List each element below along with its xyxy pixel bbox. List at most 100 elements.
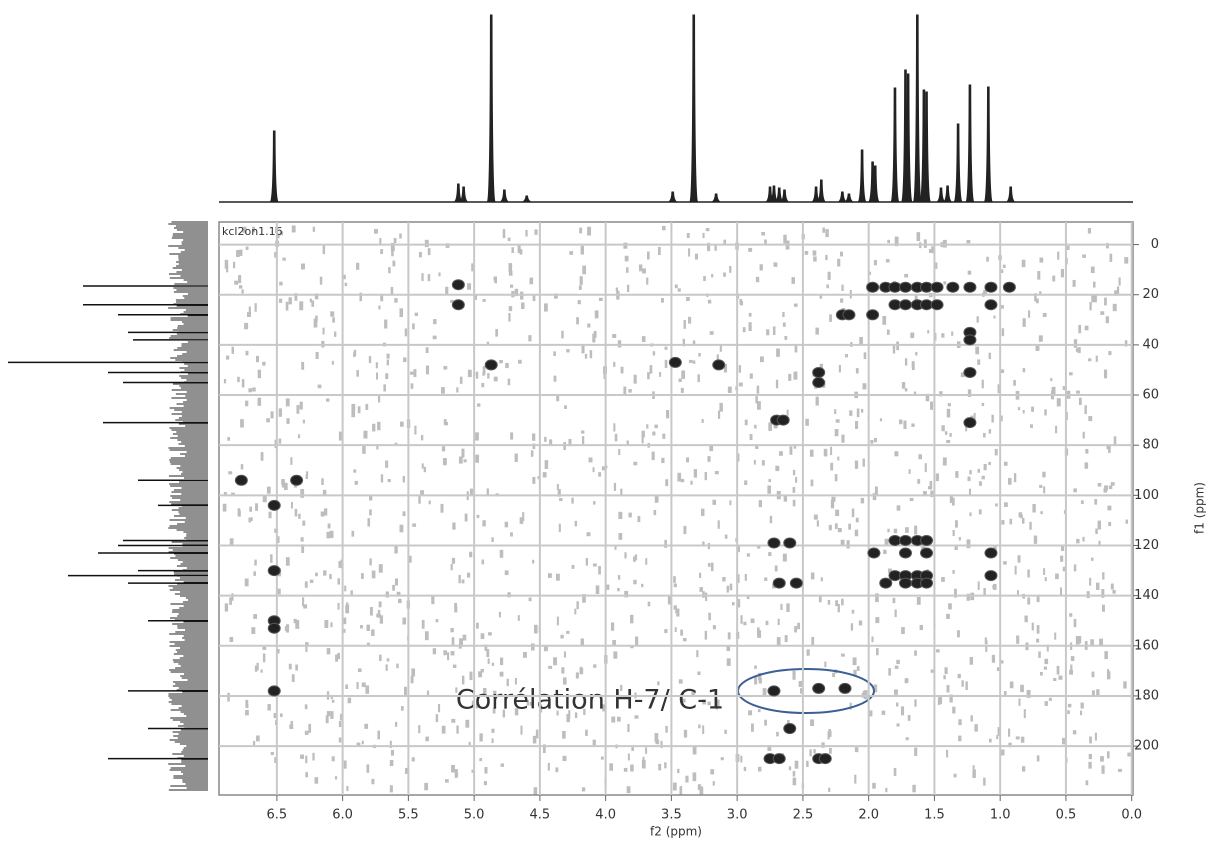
noise-speck <box>1015 736 1020 740</box>
noise-speck <box>863 352 867 360</box>
noise-speck <box>664 346 668 350</box>
noise-speck <box>852 657 857 666</box>
noise-speck <box>1095 528 1098 535</box>
noise-speck <box>872 782 876 789</box>
noise-speck <box>894 238 899 247</box>
noise-speck <box>1013 473 1017 483</box>
noise-speck <box>508 313 511 322</box>
noise-speck <box>514 708 519 716</box>
noise-speck <box>757 545 761 549</box>
noise-speck <box>588 457 593 463</box>
noise-speck <box>710 562 714 572</box>
noise-speck <box>420 490 424 496</box>
noise-speck <box>1036 625 1040 634</box>
noise-speck <box>834 474 838 482</box>
noise-speck <box>1003 691 1007 697</box>
noise-speck <box>334 776 338 780</box>
y-tick-label: 80 <box>1142 438 1159 453</box>
noise-speck <box>556 395 560 402</box>
noise-speck <box>493 376 498 382</box>
noise-speck <box>673 576 676 583</box>
noise-speck <box>1096 689 1100 696</box>
cross-peak <box>451 299 465 311</box>
noise-speck <box>1035 298 1039 304</box>
noise-speck <box>321 478 324 485</box>
noise-speck <box>396 663 399 669</box>
noise-speck <box>618 511 623 520</box>
noise-speck <box>421 619 425 629</box>
noise-speck <box>305 642 309 646</box>
noise-speck <box>736 545 740 553</box>
noise-speck <box>1089 301 1092 311</box>
noise-speck <box>1037 271 1041 280</box>
noise-speck <box>1070 664 1073 672</box>
noise-speck <box>934 262 938 269</box>
noise-speck <box>1036 638 1040 643</box>
noise-speck <box>697 671 701 675</box>
noise-speck <box>369 509 372 516</box>
noise-speck <box>483 781 488 786</box>
noise-speck <box>690 480 693 485</box>
noise-speck <box>1007 728 1011 737</box>
noise-speck <box>938 699 942 705</box>
noise-speck <box>522 651 527 658</box>
noise-speck <box>784 635 788 643</box>
noise-speck <box>412 323 415 330</box>
noise-speck <box>705 228 710 232</box>
noise-speck <box>326 648 331 655</box>
noise-speck <box>792 487 796 493</box>
noise-speck <box>322 489 327 496</box>
noise-speck <box>729 265 732 273</box>
cross-peak <box>818 753 832 765</box>
noise-speck <box>285 398 290 407</box>
noise-speck <box>835 600 839 607</box>
noise-speck <box>380 293 384 302</box>
noise-speck <box>458 574 461 584</box>
noise-speck <box>389 740 392 749</box>
noise-speck <box>799 688 804 694</box>
noise-speck <box>369 495 373 501</box>
noise-speck <box>345 684 349 690</box>
noise-speck <box>883 549 887 555</box>
noise-speck <box>811 636 815 646</box>
noise-speck <box>262 653 266 663</box>
noise-speck <box>1055 573 1059 580</box>
noise-speck <box>329 574 332 580</box>
noise-speck <box>491 738 494 744</box>
noise-speck <box>937 698 940 706</box>
noise-speck <box>337 602 340 610</box>
noise-speck <box>846 540 850 549</box>
noise-speck <box>853 669 857 677</box>
noise-speck <box>766 329 770 336</box>
noise-speck <box>827 599 831 605</box>
noise-speck <box>581 787 586 792</box>
noise-speck <box>427 248 431 256</box>
proton-peak <box>912 14 922 203</box>
noise-speck <box>1017 407 1021 411</box>
cross-peak <box>984 570 998 582</box>
noise-speck <box>487 658 490 664</box>
noise-speck <box>563 677 567 685</box>
noise-speck <box>462 634 467 641</box>
noise-speck <box>712 499 717 505</box>
noise-speck <box>722 577 726 582</box>
noise-speck <box>841 598 844 606</box>
noise-speck <box>988 429 992 434</box>
noise-speck <box>428 500 431 505</box>
noise-speck <box>854 774 857 784</box>
noise-speck <box>794 760 799 769</box>
noise-speck <box>1082 536 1085 542</box>
noise-speck <box>421 463 424 469</box>
noise-speck <box>530 450 534 457</box>
noise-speck <box>910 332 915 339</box>
noise-speck <box>731 602 735 606</box>
noise-speck <box>1044 658 1049 665</box>
noise-speck <box>1112 589 1116 594</box>
noise-speck <box>1088 358 1092 362</box>
noise-speck <box>993 315 996 319</box>
noise-speck <box>451 557 456 564</box>
cross-peak <box>789 577 803 589</box>
noise-speck <box>758 672 762 681</box>
noise-speck <box>792 469 796 476</box>
noise-speck <box>810 719 815 727</box>
